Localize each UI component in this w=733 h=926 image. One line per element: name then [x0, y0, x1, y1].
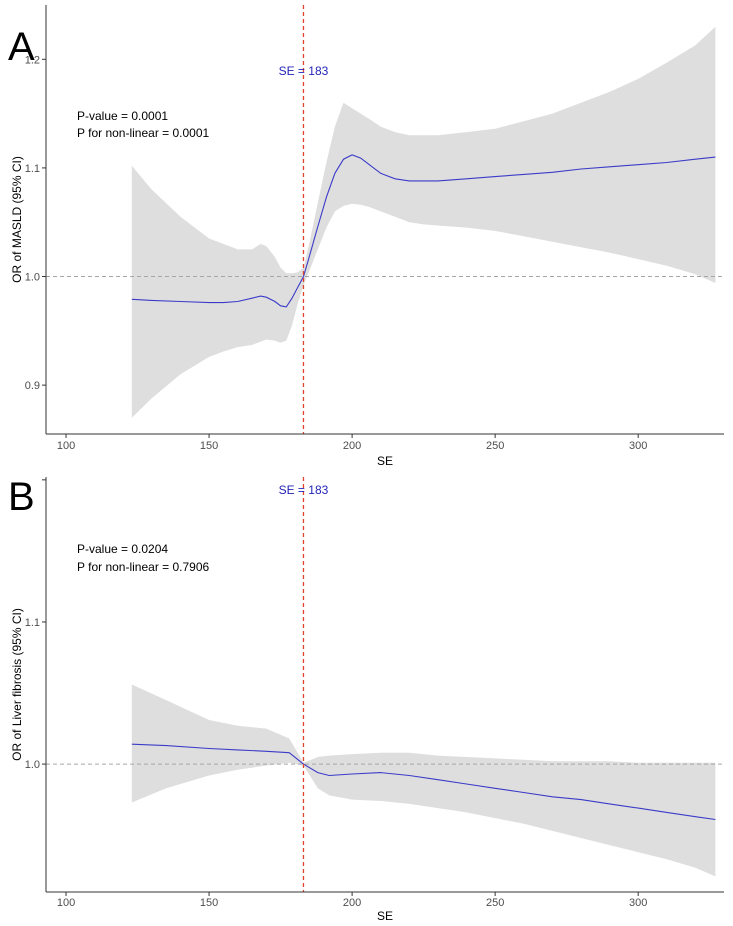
y-tick-label: 1.1 — [25, 163, 40, 175]
confidence-band — [131, 684, 716, 877]
x-tick-label: 300 — [629, 897, 647, 909]
x-tick-label: 200 — [343, 440, 361, 452]
p-value-annotation: P-value = 0.0001 — [77, 109, 168, 123]
panel-letter: B — [8, 475, 35, 519]
x-tick-label: 150 — [200, 897, 218, 909]
y-tick-label: 1.0 — [25, 272, 40, 284]
y-axis-title: OR of MASLD (95% CI) — [10, 156, 24, 283]
cutoff-label: SE = 183 — [279, 483, 329, 497]
panel-letter: A — [8, 25, 35, 69]
cutoff-label: SE = 183 — [279, 64, 329, 78]
x-axis-title: SE — [377, 909, 393, 923]
y-axis-title: OR of Liver fibrosis (95% CI) — [10, 608, 24, 761]
confidence-band — [131, 26, 716, 418]
y-tick-label: 1.0 — [25, 759, 40, 771]
p-value-annotation: P-value = 0.0204 — [77, 542, 168, 556]
x-tick-label: 200 — [343, 897, 361, 909]
or-curve — [131, 743, 716, 821]
x-tick-label: 250 — [486, 897, 504, 909]
p-nonlinear-annotation: P for non-linear = 0.7906 — [77, 560, 210, 574]
y-tick-label: 0.9 — [25, 380, 40, 392]
x-tick-label: 300 — [629, 440, 647, 452]
panel-b: 100 150 200 250 300 1.0 1.1 SE OR of Liver fibro… — [8, 475, 724, 923]
y-tick-label: 1.2 — [25, 54, 40, 66]
or-curve — [131, 154, 716, 308]
x-tick-label: 150 — [200, 440, 218, 452]
x-tick-label: 100 — [57, 440, 75, 452]
x-axis-title: SE — [377, 454, 393, 468]
x-tick-label: 100 — [57, 897, 75, 909]
panel-a: 100 150 200 250 300 0.9 1.0 1.1 1.2 SE OR of MASLD… — [8, 5, 724, 468]
x-tick-label: 250 — [486, 440, 504, 452]
p-nonlinear-annotation: P for non-linear = 0.0001 — [77, 126, 210, 140]
y-tick-label: 1.1 — [25, 617, 40, 629]
